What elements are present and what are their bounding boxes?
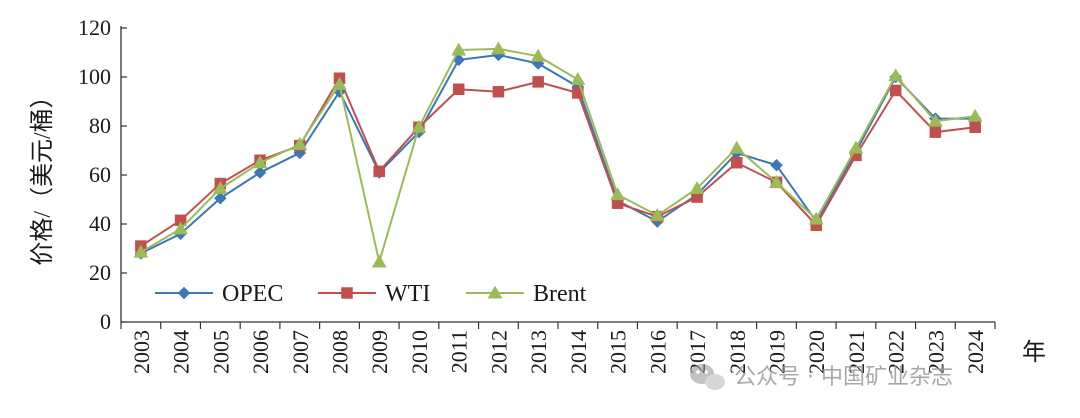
- series-brent-point: [173, 221, 189, 235]
- series-layer: [133, 41, 983, 268]
- series-brent-point: [133, 244, 149, 258]
- x-tick-label: 2015: [606, 330, 631, 374]
- x-tick-label: 2003: [129, 330, 154, 374]
- watermark-text: 公众号 · 中国矿业杂志: [734, 365, 953, 390]
- series-wti-point: [929, 126, 942, 138]
- series-brent-line: [140, 47, 976, 263]
- y-tick-label: 20: [89, 260, 111, 285]
- series-brent-point: [888, 68, 904, 82]
- x-tick-label: 2009: [367, 330, 392, 374]
- series-brent-point: [252, 155, 268, 169]
- series-brent-point: [332, 76, 347, 90]
- series-brent-point: [848, 140, 864, 154]
- x-tick-label: 2014: [566, 330, 591, 374]
- series-wti-point: [532, 76, 544, 88]
- x-tick-label: 2005: [208, 330, 233, 374]
- y-tick-label: 120: [78, 15, 111, 40]
- x-tick-label: 2010: [407, 330, 432, 374]
- series-brent-point: [570, 71, 586, 85]
- x-tick-label: 2008: [328, 330, 353, 374]
- series-wti-point: [731, 157, 743, 169]
- x-tick-label: 2016: [645, 330, 670, 374]
- x-tick-label: 2012: [486, 330, 511, 374]
- x-tick-label: 2007: [288, 330, 313, 374]
- series-brent-point: [967, 108, 983, 122]
- x-tick-label: 2006: [248, 330, 273, 374]
- series-brent-point: [292, 136, 308, 150]
- tick-labels: 0 20 40 60 80 100 120 2003 2004 2005 2006 2007 2008 2…: [78, 15, 988, 374]
- series-brent-point: [530, 48, 546, 62]
- wechat-icon: [690, 364, 725, 390]
- axes: [120, 26, 996, 329]
- series-brent: [133, 41, 983, 268]
- y-tick-label: 40: [89, 211, 111, 236]
- series-wti-point: [452, 83, 465, 95]
- series-brent-point: [411, 119, 427, 133]
- series-wti-point: [969, 121, 981, 133]
- x-tick-label: 2021: [844, 330, 869, 374]
- x-axis-title: 年: [1022, 339, 1046, 366]
- series-opec-point: [253, 166, 267, 179]
- y-tick-label: 60: [89, 162, 111, 187]
- legend-opec-swatch-marker: [177, 286, 191, 300]
- x-tick-label: 2020: [804, 330, 829, 374]
- x-tick-label: 2022: [884, 330, 909, 374]
- series-brent-point: [649, 207, 665, 221]
- x-tick-label: 2018: [725, 330, 750, 374]
- series-brent-point: [927, 113, 943, 127]
- legend-item-brent: Brent: [466, 281, 587, 307]
- y-tick-label: 100: [78, 64, 111, 89]
- series-brent-point: [729, 140, 745, 154]
- legend-wti-label: WTI: [385, 281, 430, 307]
- series-wti-point: [373, 165, 385, 178]
- legend-wti-swatch-marker: [341, 287, 353, 299]
- series-brent-point: [212, 180, 228, 194]
- x-tick-label: 2004: [169, 330, 194, 374]
- series-opec-line: [140, 53, 976, 255]
- y-tick-label: 80: [89, 113, 111, 138]
- series-brent-point: [451, 42, 467, 56]
- series-wti-point: [492, 85, 505, 98]
- legend-brent-swatch-marker: [487, 285, 503, 299]
- series-brent-point: [689, 180, 705, 194]
- series-opec-point: [213, 191, 227, 205]
- legend-item-opec: OPEC: [155, 281, 283, 307]
- watermark: 公众号 · 中国矿业杂志: [690, 364, 953, 390]
- series-opec-point: [770, 158, 783, 172]
- series-brent-point: [808, 211, 824, 225]
- x-tick-label: 2023: [923, 330, 948, 374]
- legend-brent-label: Brent: [533, 281, 587, 307]
- x-tick-label: 2013: [526, 330, 551, 374]
- y-tick-label: 0: [100, 309, 111, 334]
- y-axis-title: 价格/（美元/桶）: [29, 84, 56, 265]
- series-brent-point: [769, 174, 784, 188]
- series-wti-point: [889, 84, 902, 97]
- legend: OPEC WTI Brent: [155, 281, 587, 307]
- x-tick-label: 2019: [765, 330, 790, 374]
- legend-opec-label: OPEC: [222, 281, 283, 307]
- series-brent-point: [490, 41, 506, 55]
- x-tick-label: 2024: [963, 330, 988, 374]
- x-tick-label: 2011: [447, 330, 472, 373]
- series-brent-point: [610, 187, 626, 201]
- series-brent-point: [371, 254, 387, 268]
- legend-item-wti: WTI: [318, 281, 430, 307]
